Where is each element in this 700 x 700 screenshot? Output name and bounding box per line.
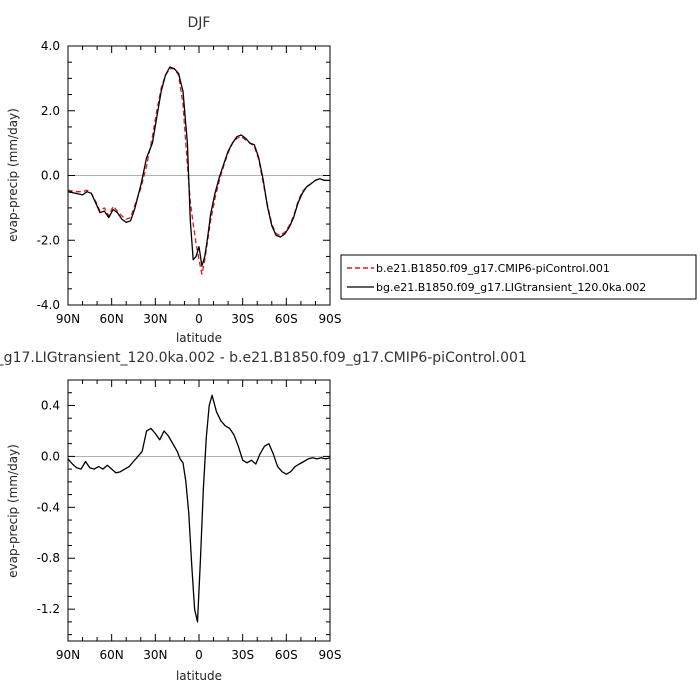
y-tick-label: -0.8 xyxy=(37,551,60,565)
x-tick-label: 90S xyxy=(319,648,342,662)
series-line xyxy=(67,66,330,267)
x-tick-label: 90N xyxy=(56,648,80,662)
y-tick-label: 0.0 xyxy=(41,449,60,463)
legend-label: bg.e21.B1850.f09_g17.LIGtransient_120.0k… xyxy=(376,281,646,294)
series-line xyxy=(67,68,330,275)
y-tick-label: 0.4 xyxy=(41,398,60,412)
x-tick-label: 90N xyxy=(56,312,80,326)
x-tick-label: 60N xyxy=(100,648,124,662)
x-tick-label: 30S xyxy=(231,648,254,662)
x-tick-label: 0 xyxy=(195,648,203,662)
y-tick-label: -1.2 xyxy=(37,602,60,616)
y-tick-label: 2.0 xyxy=(41,104,60,118)
x-tick-label: 0 xyxy=(195,312,203,326)
legend-label: b.e21.B1850.f09_g17.CMIP6-piControl.001 xyxy=(376,262,610,275)
legend-box xyxy=(340,254,697,300)
y-tick-label: -2.0 xyxy=(37,233,60,247)
x-tick-label: 60S xyxy=(275,312,298,326)
x-tick-label: 60N xyxy=(100,312,124,326)
chart-top: DJF evap-precip (mm/day) latitude 90N 60N… xyxy=(6,15,341,345)
x-tick-label: 30N xyxy=(143,312,167,326)
y-axis-label: evap-precip (mm/day) xyxy=(6,444,20,578)
x-axis-label: latitude xyxy=(176,331,222,345)
y-axis-label: evap-precip (mm/day) xyxy=(6,108,20,242)
chart-title: bg.e21.B1850.f09_g17.LIGtransient_120.0k… xyxy=(0,350,527,366)
x-tick-label: 90S xyxy=(319,312,342,326)
y-tick-label: -4.0 xyxy=(37,298,60,312)
x-tick-label: 60S xyxy=(275,648,298,662)
chart-title: DJF xyxy=(188,15,211,31)
y-tick-label: 0.0 xyxy=(41,169,60,183)
y-tick-label: -0.4 xyxy=(37,500,60,514)
chart-bottom: bg.e21.B1850.f09_g17.LIGtransient_120.0k… xyxy=(0,350,527,683)
x-tick-label: 30N xyxy=(143,648,167,662)
series-line xyxy=(67,394,331,623)
y-tick-label: 4.0 xyxy=(41,39,60,53)
x-tick-label: 30S xyxy=(231,312,254,326)
legend: b.e21.B1850.f09_g17.CMIP6-piControl.001 … xyxy=(340,254,697,300)
x-axis-label: latitude xyxy=(176,669,222,683)
